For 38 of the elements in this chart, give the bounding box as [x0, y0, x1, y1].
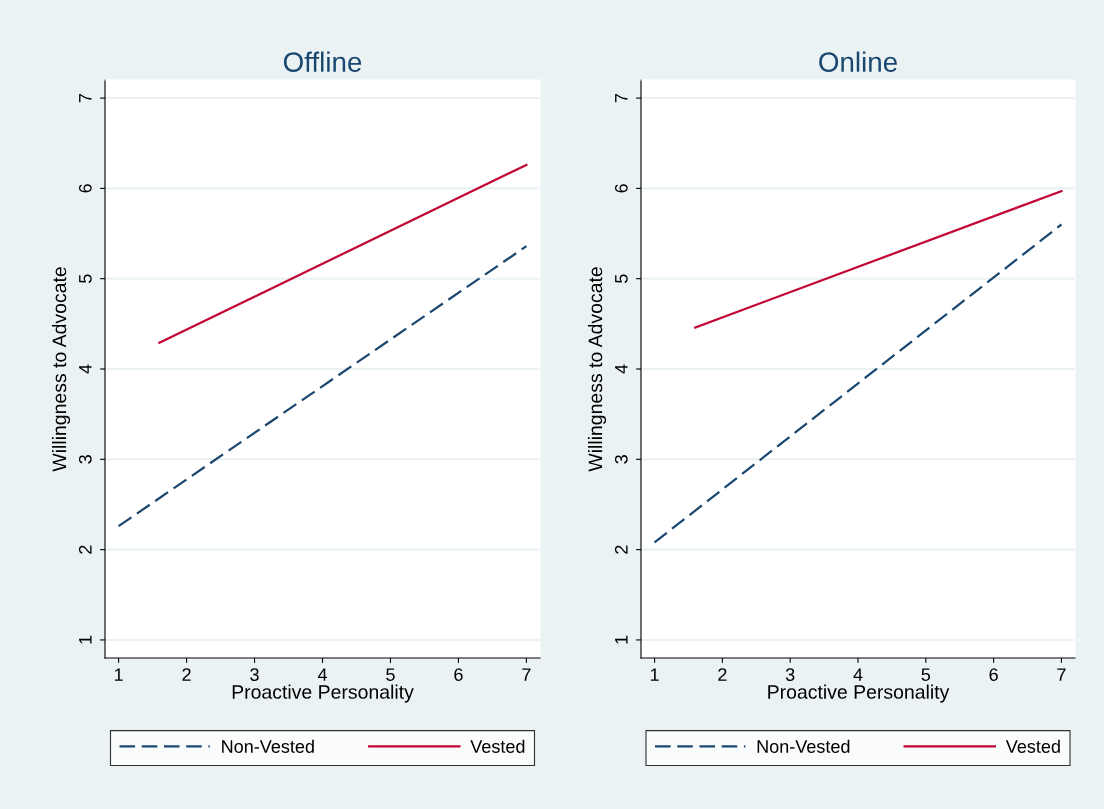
y-tick-label: 4	[615, 364, 628, 374]
legend-label: Non-Vested	[757, 739, 850, 753]
x-tick-label: 6	[989, 668, 998, 681]
y-tick-label: 4	[79, 364, 92, 374]
x-tick-label: 5	[386, 668, 395, 681]
y-tick-label: 2	[614, 545, 628, 554]
chart-title: Offline	[283, 51, 362, 72]
y-axis-title: Willingness to Advocate	[587, 267, 607, 472]
x-tick-label: 6	[454, 668, 463, 681]
y-tick-label: 6	[614, 184, 628, 193]
x-tick-label: 2	[182, 668, 191, 681]
x-tick-label: 7	[1057, 668, 1066, 681]
x-tick-label: 1	[650, 668, 659, 681]
y-tick-label: 7	[615, 93, 628, 103]
y-tick-label: 2	[78, 545, 92, 554]
x-axis-title: Proactive Personality	[768, 684, 950, 703]
y-tick-label: 6	[78, 184, 92, 193]
y-tick-label: 3	[614, 455, 628, 464]
legend-label: Non-Vested	[222, 739, 314, 753]
x-tick-label: 2	[718, 668, 727, 681]
legend-label: Vested	[1005, 739, 1060, 753]
x-tick-label: 3	[250, 668, 259, 681]
y-tick-label: 1	[615, 635, 628, 644]
x-tick-label: 1	[114, 668, 123, 681]
x-tick-label: 7	[522, 668, 531, 681]
y-tick-label: 3	[78, 455, 92, 464]
legend-label: Vested	[470, 739, 525, 753]
y-tick-label: 5	[79, 274, 92, 283]
x-tick-label: 4	[853, 668, 863, 681]
x-tick-label: 4	[317, 668, 327, 681]
y-tick-label: 7	[79, 93, 92, 103]
x-tick-label: 3	[785, 668, 795, 681]
x-axis-title: Proactive Personality	[232, 684, 414, 703]
y-tick-label: 5	[615, 274, 628, 283]
y-tick-label: 1	[79, 635, 92, 644]
chart-title: Online	[819, 51, 897, 72]
x-tick-label: 5	[921, 668, 931, 681]
y-axis-title: Willingness to Advocate	[51, 267, 71, 472]
